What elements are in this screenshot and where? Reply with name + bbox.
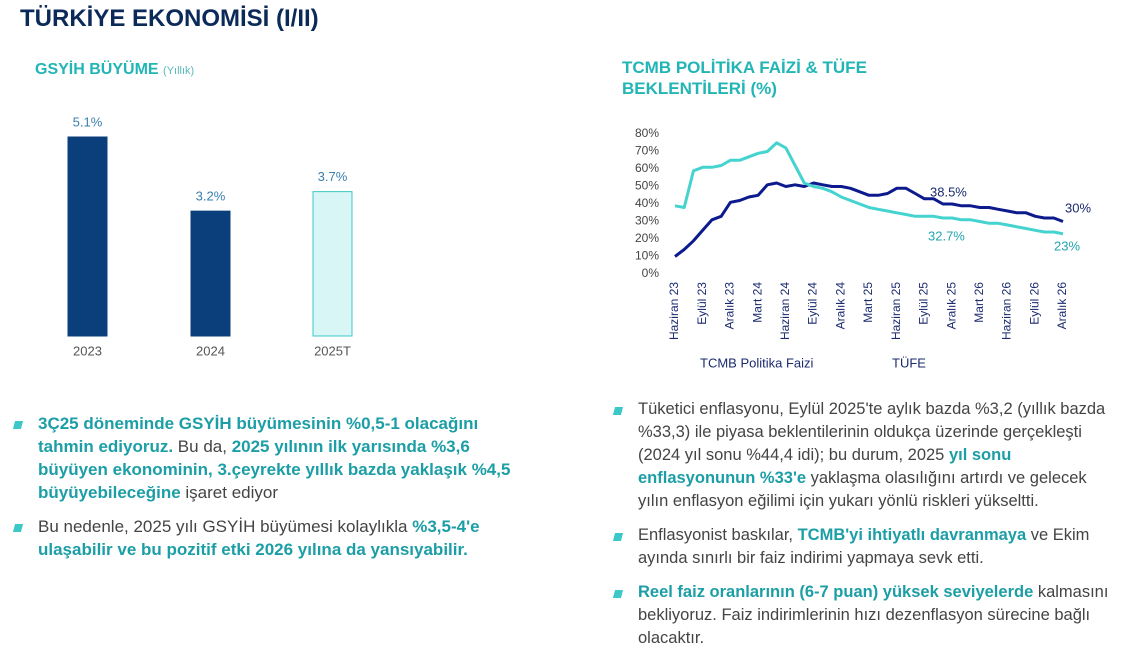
x-tick-label: Eylül 24 bbox=[806, 282, 820, 325]
bullet-marker bbox=[612, 590, 624, 598]
y-tick-label: 0% bbox=[642, 266, 660, 280]
body-text: işaret ediyor bbox=[180, 483, 278, 502]
body-text: Bu da, bbox=[173, 437, 232, 456]
x-tick-label: Eylül 25 bbox=[917, 282, 931, 325]
x-tick-label: Haziran 24 bbox=[778, 282, 792, 340]
slide-title: TÜRKİYE EKONOMİSİ (I/II) bbox=[20, 5, 319, 32]
bullet-marker bbox=[12, 524, 24, 532]
emphasis-text: TCMB'yi ihtiyatlı davranmaya bbox=[797, 526, 1027, 544]
y-tick-label: 10% bbox=[635, 249, 659, 263]
bar bbox=[190, 210, 231, 337]
body-text: kalmasını bekliyoruz. Faiz indirimlerini… bbox=[638, 583, 1109, 647]
right-bullets: Tüketici enflasyonu, Eylül 2025'te aylık… bbox=[610, 398, 1115, 661]
legend-label: TÜFE bbox=[892, 355, 926, 370]
line bbox=[674, 141, 1064, 236]
x-tick-label: Haziran 26 bbox=[1000, 282, 1014, 340]
body-text: Bu nedenle, 2025 yılı GSYİH büyümesi kol… bbox=[38, 517, 413, 536]
bullet-marker bbox=[12, 421, 24, 429]
x-tick-label: Haziran 25 bbox=[889, 282, 903, 340]
annotation: 38.5% bbox=[930, 184, 967, 199]
x-tick-label: Mart 24 bbox=[750, 282, 764, 323]
x-tick-label: Mart 25 bbox=[861, 282, 875, 323]
body-text: Enflasyonist baskılar, bbox=[638, 526, 798, 544]
emphasis-text: yıl sonu enflasyonunun %33'e bbox=[638, 446, 1012, 487]
x-tick-label: Aralık 25 bbox=[944, 282, 958, 330]
emphasis-text: Reel faiz oranlarının (6-7 puan) yüksek … bbox=[638, 583, 1034, 601]
chart-title: GSYİH BÜYÜME (Yıllık) bbox=[35, 59, 194, 82]
y-tick-label: 40% bbox=[635, 196, 659, 210]
value-label: 5.1% bbox=[73, 114, 103, 129]
bullet: Bu nedenle, 2025 yılı GSYİH büyümesi kol… bbox=[10, 515, 530, 561]
legend-label: TCMB Politika Faizi bbox=[700, 355, 814, 370]
emphasis-text: %3,5-4'e ulaşabilir ve bu pozitif etki 2… bbox=[38, 517, 480, 559]
annotation: 30% bbox=[1065, 200, 1091, 215]
chart-title-text: GSYİH BÜYÜME bbox=[35, 61, 159, 78]
bullet: Reel faiz oranlarının (6-7 puan) yüksek … bbox=[610, 581, 1115, 650]
x-tick-label: Haziran 23 bbox=[667, 282, 681, 340]
x-tick-label: Eylül 26 bbox=[1027, 282, 1041, 325]
x-tick-label: Mart 26 bbox=[972, 282, 986, 323]
x-tick-label: 2025T bbox=[314, 343, 351, 358]
x-tick-label: 2023 bbox=[73, 343, 102, 358]
x-tick-label: 2024 bbox=[196, 343, 225, 358]
chart-title: TCMB POLİTİKA FAİZİ & TÜFE BEKLENTİLERİ … bbox=[622, 58, 867, 98]
bar bbox=[67, 136, 108, 337]
body-text: yaklaşma olasılığını artırdı ve gelecek … bbox=[638, 469, 1087, 510]
body-text: ve Ekim ayında sınırlı bir faiz indirimi… bbox=[638, 526, 1090, 567]
emphasis-text: 3Ç25 döneminde GSYİH büyümesinin %0,5-1 … bbox=[38, 414, 479, 456]
y-tick-label: 30% bbox=[635, 214, 659, 228]
y-tick-label: 80% bbox=[635, 126, 659, 140]
y-tick-label: 60% bbox=[635, 161, 659, 175]
value-label: 3.7% bbox=[318, 169, 348, 184]
emphasis-text: 2025 yılının ilk yarısında %3,6 büyüyen … bbox=[38, 437, 511, 502]
bullet: 3Ç25 döneminde GSYİH büyümesinin %0,5-1 … bbox=[10, 412, 530, 504]
bullet: Enflasyonist baskılar, TCMB'yi ihtiyatlı… bbox=[610, 524, 1115, 570]
y-tick-label: 70% bbox=[635, 144, 659, 158]
x-tick-label: Aralık 24 bbox=[833, 282, 847, 330]
bullet-marker bbox=[612, 407, 624, 415]
chart-subtitle: (Yıllık) bbox=[163, 65, 195, 77]
line bbox=[674, 181, 1064, 258]
x-tick-label: Aralık 23 bbox=[723, 282, 737, 330]
annotation: 32.7% bbox=[928, 228, 965, 243]
value-label: 3.2% bbox=[196, 189, 226, 204]
bullet: Tüketici enflasyonu, Eylül 2025'te aylık… bbox=[610, 398, 1115, 513]
left-bullets: 3Ç25 döneminde GSYİH büyümesinin %0,5-1 … bbox=[10, 412, 530, 572]
x-tick-label: Aralık 26 bbox=[1055, 282, 1069, 330]
y-tick-label: 20% bbox=[635, 231, 659, 245]
annotation: 23% bbox=[1054, 238, 1080, 253]
bar bbox=[312, 191, 353, 337]
bullet-marker bbox=[612, 533, 624, 541]
x-tick-label: Eylül 23 bbox=[695, 282, 709, 325]
y-tick-label: 50% bbox=[635, 179, 659, 193]
body-text: Tüketici enflasyonu, Eylül 2025'te aylık… bbox=[638, 400, 1106, 464]
